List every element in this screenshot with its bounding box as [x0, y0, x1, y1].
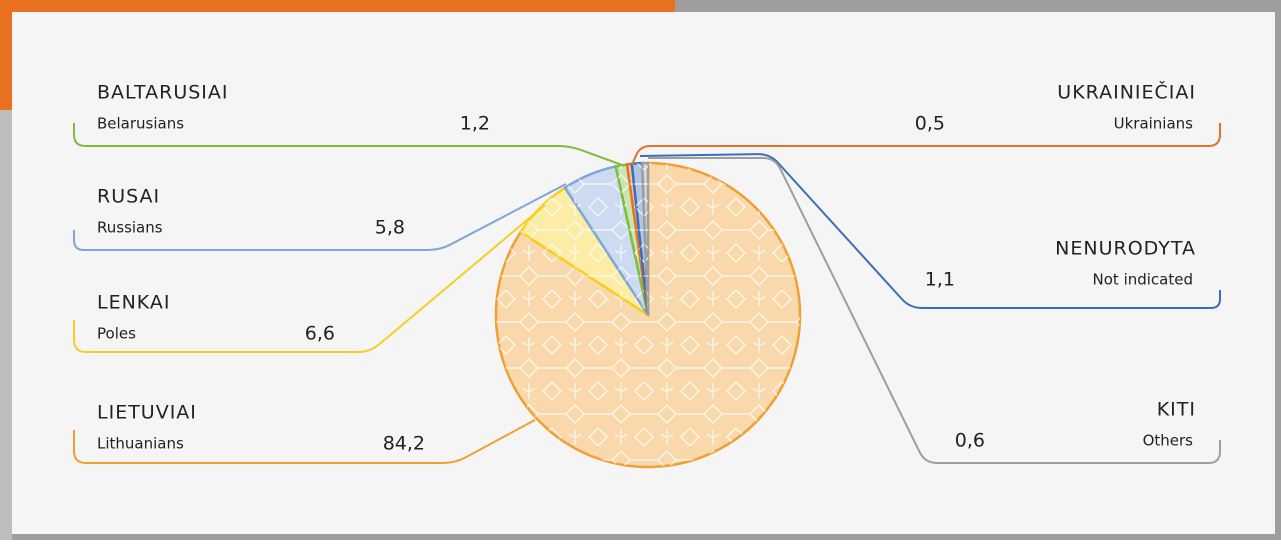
- category-label-en: Poles: [97, 325, 136, 343]
- category-label-en: Russians: [97, 219, 163, 237]
- category-label: KITI: [1157, 399, 1196, 421]
- category-label-en: Belarusians: [97, 115, 184, 133]
- value-label: 1,1: [925, 269, 955, 291]
- value-label: 6,6: [305, 323, 335, 345]
- value-label: 84,2: [383, 433, 425, 455]
- value-label: 5,8: [375, 217, 405, 239]
- side-strip: [0, 110, 12, 540]
- category-label-en: Ukrainians: [1114, 115, 1194, 133]
- category-label: UKRAINIEČIAI: [1057, 80, 1196, 104]
- category-label: LENKAI: [97, 292, 171, 314]
- chart: LIETUVIAI Lithuanians 84,2 LENKAI Poles 6,6 RU…: [0, 0, 1281, 540]
- category-label-en: Lithuanians: [97, 435, 184, 453]
- category-label: LIETUVIAI: [97, 402, 197, 424]
- category-label-en: Not indicated: [1093, 271, 1193, 289]
- side-accent: [0, 0, 12, 110]
- top-accent: [0, 0, 675, 12]
- value-label: 1,2: [460, 113, 490, 135]
- category-label: NENURODYTA: [1055, 238, 1196, 260]
- value-label: 0,5: [915, 113, 945, 135]
- category-label-en: Others: [1143, 432, 1194, 450]
- category-label: RUSAI: [97, 186, 160, 208]
- value-label: 0,6: [955, 430, 985, 452]
- category-label: BALTARUSIAI: [97, 82, 229, 104]
